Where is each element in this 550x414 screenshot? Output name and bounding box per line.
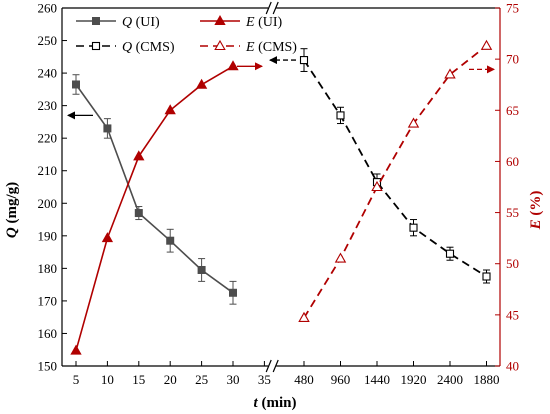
legend-item: Q (CMS)	[76, 40, 175, 55]
left-y-tick-label: 210	[38, 163, 58, 178]
series-layer	[70, 39, 493, 355]
axis-break-slash	[272, 359, 279, 373]
left-y-tick-label: 180	[38, 261, 58, 276]
data-point	[92, 17, 100, 25]
x-tick-label: 960	[331, 372, 351, 387]
axis-break-slash	[272, 1, 279, 15]
x-tick-label: 2400	[437, 372, 463, 387]
series-line	[75, 84, 234, 294]
right-y-tick-label: 60	[506, 154, 519, 169]
left-y-axis: 150 160 170 180 190 200 210 220 230 240 250 260	[38, 1, 67, 374]
x-tick-label: 1440	[364, 372, 390, 387]
right-y-axis-label: E (%)	[528, 191, 544, 231]
x-tick-label: 30	[227, 372, 240, 387]
axis-break-gap	[268, 363, 277, 369]
data-point	[214, 39, 226, 51]
data-point	[195, 78, 208, 89]
data-point	[407, 117, 420, 128]
right-y-tick-label: 50	[506, 256, 519, 271]
left-y-tick-label: 240	[38, 66, 58, 81]
data-point	[336, 111, 345, 120]
left-y-tick-label: 230	[38, 98, 58, 113]
left-y-axis-label: Q (mg/g)	[4, 182, 20, 238]
legend-item: E (CMS)	[200, 39, 297, 55]
legend: Q (UI) E (UI) Q (CMS) E (CMS)	[76, 14, 297, 55]
axis-break-gap	[268, 5, 277, 11]
data-point	[70, 344, 82, 355]
left-y-tick-label: 190	[38, 228, 58, 243]
axis-break-slash	[265, 359, 272, 373]
axis-pointer-arrows	[67, 56, 495, 120]
legend-label: Q (CMS)	[122, 40, 175, 55]
data-point	[445, 249, 455, 258]
x-tick-label: 5	[73, 372, 80, 387]
x-axis-label: t (min)	[254, 395, 297, 411]
legend-label: E (UI)	[245, 15, 282, 30]
x-axis: 5 10 15 20 25 30 35 480 960 1440 1920 2400 1880	[73, 361, 500, 387]
data-point	[371, 180, 383, 192]
left-y-tick-label: 170	[38, 293, 58, 308]
data-point	[298, 311, 310, 322]
x-tick-label: 35	[258, 372, 271, 387]
left-y-tick-label: 160	[38, 326, 58, 341]
axis-break	[265, 1, 279, 373]
legend-label: E (CMS)	[245, 40, 297, 55]
right-y-axis: 40 45 50 55 60 65 70 75	[495, 1, 519, 374]
legend-item: E (UI)	[200, 14, 282, 30]
data-point	[409, 223, 418, 232]
left-y-tick-label: 250	[38, 33, 58, 48]
left-y-tick-label: 200	[38, 196, 58, 211]
series-1-eui	[70, 60, 239, 355]
right-y-tick-label: 45	[506, 307, 519, 322]
plot-frame	[61, 7, 501, 367]
data-point	[480, 39, 493, 50]
legend-label: Q (UI)	[122, 15, 160, 30]
data-point	[197, 265, 206, 274]
series-0-qui	[72, 74, 237, 305]
data-point	[482, 272, 491, 281]
legend-item: Q (UI)	[76, 15, 160, 30]
axis-break-slash	[265, 1, 272, 15]
series-line	[303, 59, 487, 278]
data-point	[214, 14, 226, 25]
data-point	[229, 288, 237, 297]
left-y-tick-label: 260	[38, 1, 58, 16]
right-y-tick-label: 55	[506, 205, 519, 220]
data-point	[334, 252, 347, 263]
x-tick-label: 15	[132, 372, 145, 387]
x-tick-label: 25	[195, 372, 208, 387]
data-point	[134, 209, 143, 218]
x-tick-label: 20	[164, 372, 177, 387]
right-y-tick-label: 75	[506, 1, 519, 16]
x-tick-label: 480	[294, 372, 314, 387]
series-line	[303, 45, 488, 319]
x-tick-label: 1920	[401, 372, 427, 387]
data-point	[91, 41, 101, 51]
right-y-tick-label: 65	[506, 103, 519, 118]
right-y-tick-label: 40	[506, 359, 519, 374]
data-point	[72, 80, 80, 89]
left-y-tick-label: 220	[38, 131, 58, 146]
data-point	[299, 56, 309, 65]
data-point	[444, 68, 456, 79]
data-point	[133, 150, 145, 161]
series-3-ecms	[298, 39, 493, 322]
data-point	[103, 124, 112, 133]
x-tick-label: 10	[101, 372, 114, 387]
series-line	[75, 65, 234, 351]
data-point	[227, 60, 239, 71]
data-point	[166, 236, 175, 245]
data-point	[101, 232, 114, 243]
data-point	[164, 104, 176, 115]
right-y-tick-label: 70	[506, 52, 519, 67]
left-y-tick-label: 150	[38, 359, 58, 374]
series-2-qcms	[299, 48, 491, 284]
x-tick-label: 1880	[474, 372, 500, 387]
